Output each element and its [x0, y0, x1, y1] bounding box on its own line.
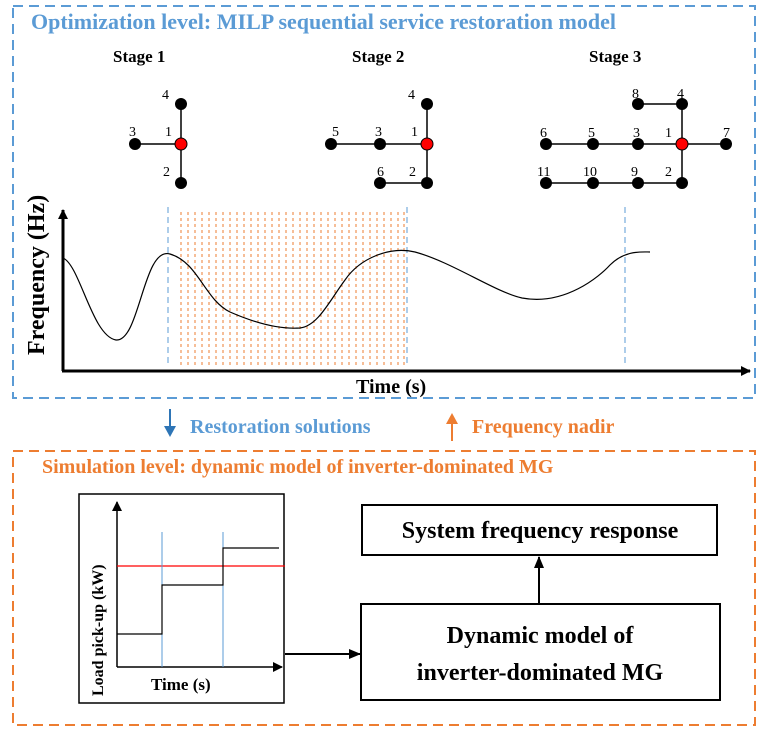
stage-1-label: Stage 1: [113, 47, 165, 66]
stage2-node-label: 3: [375, 125, 382, 140]
stage2-node-label: 6: [377, 165, 384, 180]
restoration-solutions-label: Restoration solutions: [190, 416, 371, 438]
stage-3-label: Stage 3: [589, 47, 641, 66]
dynamic-model-line1: Dynamic model of: [447, 623, 635, 649]
stage2-node-3: [374, 138, 386, 150]
frequency-curve: [62, 249, 651, 341]
load-ylabel: Load pick-up (kW): [90, 564, 107, 696]
stage3-node-label: 2: [665, 165, 672, 180]
stage3-node-2: [676, 177, 688, 189]
stage3-node-label: 1: [665, 126, 672, 141]
stage3-node-label: 11: [537, 165, 550, 180]
frequency-plot: [58, 207, 751, 376]
stage1-node-1: [174, 137, 188, 151]
frequency-ylabel: Frequency (Hz): [24, 195, 50, 355]
stage3-node-1: [675, 137, 689, 151]
up-arrow: [446, 413, 458, 441]
frequency-nadir-label: Frequency nadir: [472, 416, 615, 438]
stage3-node-7: [720, 138, 732, 150]
stage-1-network: [135, 104, 182, 183]
stage2-node-label: 5: [332, 125, 339, 140]
frequency-response-label: System frequency response: [402, 518, 679, 544]
stage1-node-4: [175, 98, 187, 110]
simulation-panel: [12, 450, 756, 726]
stage3-node-label: 7: [723, 126, 730, 141]
stage3-node-10: [587, 177, 599, 189]
stage3-node-5: [587, 138, 599, 150]
stage3-node-4: [676, 98, 688, 110]
optimization-title: Optimization level: MILP sequential serv…: [31, 9, 616, 34]
stage1-node-2: [175, 177, 187, 189]
stage3-node-label: 10: [583, 165, 597, 180]
dynamic-model-line2: inverter-dominated MG: [417, 660, 664, 686]
stage1-node-3: [129, 138, 141, 150]
optimization-panel: [12, 5, 756, 399]
simulation-title: Simulation level: dynamic model of inver…: [42, 456, 554, 478]
stage-3-nodes: [540, 98, 732, 189]
stage-2-nodes: [325, 98, 434, 189]
stage-markers: [167, 207, 626, 366]
load-plot-frame: [78, 493, 285, 704]
stage1-node-label: 2: [163, 165, 170, 180]
stage3-node-11: [540, 177, 552, 189]
stage3-node-label: 9: [631, 165, 638, 180]
stage2-node-1: [420, 137, 434, 151]
stage3-node-label: 6: [540, 126, 547, 141]
stage1-node-label: 1: [165, 125, 172, 140]
frequency-response-box: [361, 504, 718, 556]
stage2-node-6: [374, 177, 386, 189]
load-plot: [112, 501, 285, 672]
down-arrow: [164, 409, 176, 437]
stage-2-label: Stage 2: [352, 47, 404, 66]
stage2-node-2: [421, 177, 433, 189]
stage3-node-label: 5: [588, 126, 595, 141]
stage3-node-9: [632, 177, 644, 189]
load-xlabel: Time (s): [151, 675, 211, 694]
dynamic-model-box: [360, 603, 721, 701]
stage3-node-6: [540, 138, 552, 150]
stage3-node-label: 3: [633, 126, 640, 141]
stage3-node-label: 4: [677, 87, 684, 102]
stage2-node-label: 1: [411, 125, 418, 140]
stage-1-nodes: [129, 98, 188, 189]
stage3-node-3: [632, 138, 644, 150]
restoration-transition-band: [180, 212, 405, 365]
stage2-node-label: 4: [408, 88, 415, 103]
stage2-node-4: [421, 98, 433, 110]
stage2-node-label: 2: [409, 165, 416, 180]
stage3-node-8: [632, 98, 644, 110]
frequency-xlabel: Time (s): [356, 376, 426, 398]
stage2-node-5: [325, 138, 337, 150]
stage1-node-label: 4: [162, 88, 169, 103]
stage3-node-label: 8: [632, 87, 639, 102]
stage1-node-label: 3: [129, 125, 136, 140]
load-step-curve: [117, 547, 279, 635]
